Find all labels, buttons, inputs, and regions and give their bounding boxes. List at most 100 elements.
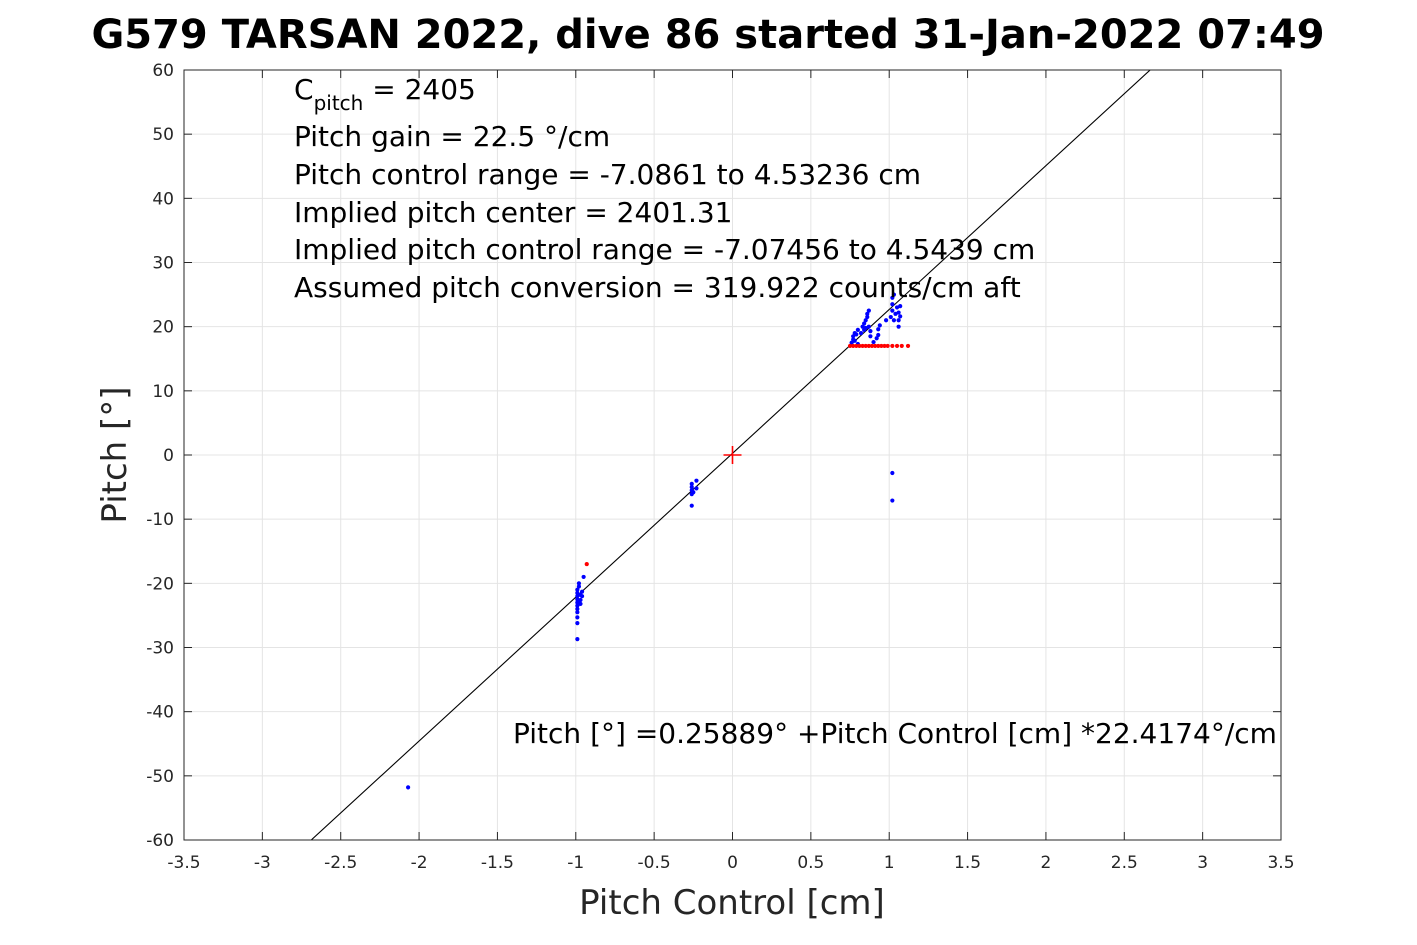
data-marks xyxy=(310,70,1151,840)
data-point xyxy=(575,603,580,608)
x-tick-label: 0.5 xyxy=(797,853,824,873)
data-point xyxy=(578,601,583,606)
data-point xyxy=(694,486,699,491)
y-tick-label: 0 xyxy=(163,446,174,466)
data-point xyxy=(877,323,882,328)
data-point xyxy=(869,343,875,349)
x-tick-label: -1 xyxy=(567,853,584,873)
data-point xyxy=(866,324,871,329)
data-point xyxy=(866,343,871,349)
y-tick-label: 40 xyxy=(152,189,174,209)
data-point xyxy=(406,785,411,790)
annotation-block: Cpitch = 2405 Pitch gain = 22.5 °/cm Pit… xyxy=(294,73,1277,750)
center-marker xyxy=(723,446,742,464)
x-tick-label: -1.5 xyxy=(481,853,514,873)
data-point xyxy=(871,339,876,345)
data-point xyxy=(890,470,895,476)
data-point xyxy=(885,343,890,349)
data-point xyxy=(890,308,895,313)
data-point xyxy=(863,318,868,323)
tick-labels: -3.5 -3 -2.5 -2 -1.5 -1 -0.5 0 0.5 1 1.5 2 2.5 3 3.5 -6… xyxy=(146,61,1294,873)
data-point xyxy=(888,314,893,320)
x-tick-label: 1 xyxy=(884,853,895,873)
data-point xyxy=(851,334,856,339)
grid-lines xyxy=(183,69,1282,841)
y-tick-label: -60 xyxy=(146,831,174,851)
data-point xyxy=(854,343,859,349)
data-point xyxy=(868,329,873,334)
x-tick-label: 0 xyxy=(727,853,738,873)
y-tick-label: -40 xyxy=(146,703,174,723)
data-point xyxy=(575,615,580,620)
data-point xyxy=(575,637,580,642)
x-tick-label: -2.5 xyxy=(324,853,357,873)
axes xyxy=(183,69,1282,841)
x-tick-label: -3 xyxy=(254,853,271,873)
data-point xyxy=(865,314,870,320)
data-point xyxy=(857,343,862,349)
y-tick-label: -10 xyxy=(146,510,174,530)
data-point xyxy=(899,343,904,349)
data-point xyxy=(863,343,868,349)
data-point xyxy=(896,318,901,323)
y-tick-label: 50 xyxy=(152,125,174,145)
data-point xyxy=(896,310,901,315)
data-point xyxy=(879,343,884,349)
cpitch-annotation: Cpitch = 2405 xyxy=(294,73,476,115)
data-point xyxy=(849,340,854,345)
y-tick-label: 60 xyxy=(152,61,174,81)
pitch-control-range-annotation: Pitch control range = -7.0861 to 4.53236… xyxy=(294,158,921,191)
data-point xyxy=(854,332,859,337)
x-tick-label: 3.5 xyxy=(1267,853,1294,873)
data-point xyxy=(876,343,881,349)
data-point xyxy=(868,334,873,339)
data-point xyxy=(575,590,580,596)
data-point xyxy=(847,343,853,349)
data-point xyxy=(896,324,901,329)
data-point xyxy=(689,481,694,486)
data-point xyxy=(873,343,878,349)
cpitch-subscript: pitch xyxy=(314,91,364,115)
data-point xyxy=(578,597,583,603)
y-tick-label: 10 xyxy=(152,382,174,402)
data-point xyxy=(898,314,903,319)
x-axis-label: Pitch Control [cm] xyxy=(579,883,885,923)
data-point xyxy=(890,295,895,300)
implied-range-annotation: Implied pitch control range = -7.07456 t… xyxy=(294,233,1035,266)
y-tick-label: 30 xyxy=(152,254,174,274)
data-point xyxy=(890,343,895,349)
x-tick-label: -0.5 xyxy=(638,853,671,873)
data-point xyxy=(851,343,856,349)
data-point xyxy=(905,343,911,349)
pitch-conversion-annotation: Assumed pitch conversion = 319.922 count… xyxy=(294,271,1021,304)
data-point xyxy=(883,318,889,323)
data-point xyxy=(575,621,580,626)
data-point xyxy=(575,587,580,592)
x-tick-label: 3 xyxy=(1197,853,1208,873)
x-tick-label: 2 xyxy=(1041,853,1052,873)
data-point xyxy=(882,343,887,349)
data-point xyxy=(860,343,865,349)
y-tick-label: 20 xyxy=(152,318,174,338)
pitch-gain-annotation: Pitch gain = 22.5 °/cm xyxy=(294,120,610,153)
series-1 xyxy=(584,343,911,567)
data-point xyxy=(584,561,589,567)
x-tick-label: -2 xyxy=(411,853,428,873)
data-point xyxy=(891,292,897,297)
x-tick-label: 2.5 xyxy=(1111,853,1138,873)
data-point xyxy=(691,490,696,495)
data-point xyxy=(876,327,881,332)
data-point xyxy=(890,302,895,307)
fit-equation-annotation: Pitch [°] =0.25889° +Pitch Control [cm] … xyxy=(513,717,1277,750)
data-point xyxy=(576,581,582,586)
data-point xyxy=(852,338,857,343)
data-point xyxy=(865,311,870,316)
x-tick-label: 1.5 xyxy=(954,853,981,873)
data-point xyxy=(874,336,879,341)
data-point xyxy=(575,606,580,612)
data-point xyxy=(576,584,582,589)
chart-title: G579 TARSAN 2022, dive 86 started 31-Jan… xyxy=(91,12,1324,58)
data-point xyxy=(579,589,585,594)
